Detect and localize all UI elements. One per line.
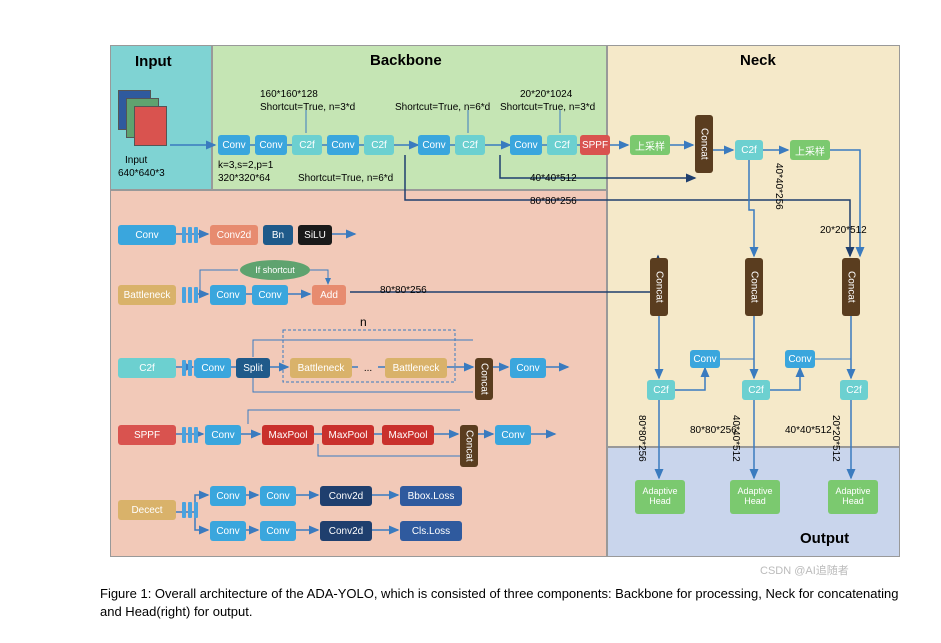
block-conv: Conv [252, 285, 288, 305]
block-bbox: Bbox.Loss [400, 486, 462, 506]
adaptive-head-3: Adaptive Head [828, 480, 878, 514]
legend-tag-detect: Decect [118, 500, 176, 520]
block-convN1: Conv [690, 350, 720, 368]
block-c2f3: C2f [455, 135, 485, 155]
if-shortcut-ellipse: If shortcut [240, 260, 310, 280]
block-conv2: Conv [255, 135, 287, 155]
annot: 80*80*256 [636, 415, 647, 462]
block-conv: Conv [195, 358, 231, 378]
annot: 20*20*512 [830, 415, 841, 462]
block-conv5: Conv [510, 135, 542, 155]
block-cc2: Concat [650, 258, 668, 316]
block-cc4: Concat [842, 258, 860, 316]
legend-tag-c2f: C2f [118, 358, 176, 378]
block-c2fN4: C2f [840, 380, 868, 400]
block-conv3: Conv [327, 135, 359, 155]
block-maxpool: MaxPool [382, 425, 434, 445]
block-conv1: Conv [218, 135, 250, 155]
annot: k=3,s=2,p=1 [218, 160, 273, 171]
label-backbone: Backbone [370, 52, 442, 69]
block-conv2d: Conv2d [210, 225, 258, 245]
n-label: n [360, 315, 367, 329]
annot: Shortcut=True, n=6*d [298, 173, 393, 184]
annot: 80*80*256 [380, 285, 427, 296]
block-battleneck: Battleneck [385, 358, 447, 378]
block-convdark: Conv2d [320, 486, 372, 506]
block-c2f1: C2f [292, 135, 322, 155]
block-conv4: Conv [418, 135, 450, 155]
block-conv: Conv [510, 358, 546, 378]
block-conv: Conv [205, 425, 241, 445]
block-add: Add [312, 285, 346, 305]
annot: 320*320*64 [218, 173, 270, 184]
block-c2fN2: C2f [647, 380, 675, 400]
annot: 40*40*512 [785, 425, 832, 436]
input-label: Input [125, 155, 147, 166]
equals-icon [182, 502, 198, 518]
block-concat: Concat [475, 358, 493, 400]
block-conv: Conv [210, 285, 246, 305]
block-maxpool: MaxPool [262, 425, 314, 445]
annot: Shortcut=True, n=3*d [260, 102, 355, 113]
label-output: Output [800, 530, 849, 547]
block-concat: Concat [460, 425, 478, 467]
annot: 80*80*256 [530, 196, 577, 207]
block-up2: 上采样 [790, 140, 830, 160]
block-silu: SiLU [298, 225, 332, 245]
block-c2fN1: C2f [735, 140, 763, 160]
block-cls: Cls.Loss [400, 521, 462, 541]
block-cc3: Concat [745, 258, 763, 316]
block-battleneck: Battleneck [290, 358, 352, 378]
block-convN2: Conv [785, 350, 815, 368]
equals-icon [182, 427, 198, 443]
block-conv: Conv [260, 521, 296, 541]
block-conv: Conv [210, 486, 246, 506]
block-maxpool: MaxPool [322, 425, 374, 445]
block-bn: Bn [263, 225, 293, 245]
legend-tag-battleneck: Battleneck [118, 285, 176, 305]
label-neck: Neck [740, 52, 776, 69]
adaptive-head-2: Adaptive Head [730, 480, 780, 514]
annot: 160*160*128 [260, 89, 318, 100]
legend-tag-conv: Conv [118, 225, 176, 245]
equals-icon [182, 287, 198, 303]
annot: 40*40*512 [730, 415, 741, 462]
block-convdark: Conv2d [320, 521, 372, 541]
annot: 20*20*512 [820, 225, 867, 236]
figure-caption: Figure 1: Overall architecture of the AD… [100, 585, 900, 621]
block-conv: Conv [210, 521, 246, 541]
block-split: Split [236, 358, 270, 378]
watermark: CSDN @AI追随者 [760, 562, 849, 578]
annot: 40*40*256 [773, 163, 784, 210]
block-sppf: SPPF [580, 135, 610, 155]
annot: 20*20*1024 [520, 89, 572, 100]
block-c2f4: C2f [547, 135, 577, 155]
block-c2fN3: C2f [742, 380, 770, 400]
block-c2f2: C2f [364, 135, 394, 155]
annot: Shortcut=True, n=6*d [395, 102, 490, 113]
diagram-canvas: Input Backbone Neck Output Input 640*640… [0, 0, 941, 643]
block-dots: ... [358, 358, 378, 378]
adaptive-head-1: Adaptive Head [635, 480, 685, 514]
block-cc1: Concat [695, 115, 713, 173]
equals-icon [182, 227, 198, 243]
annot: 40*40*512 [530, 173, 577, 184]
label-input: Input [135, 53, 172, 70]
legend-tag-sppf: SPPF [118, 425, 176, 445]
input-dims: 640*640*3 [118, 168, 165, 179]
block-conv: Conv [495, 425, 531, 445]
annot: Shortcut=True, n=3*d [500, 102, 595, 113]
block-conv: Conv [260, 486, 296, 506]
block-up1: 上采样 [630, 135, 670, 155]
